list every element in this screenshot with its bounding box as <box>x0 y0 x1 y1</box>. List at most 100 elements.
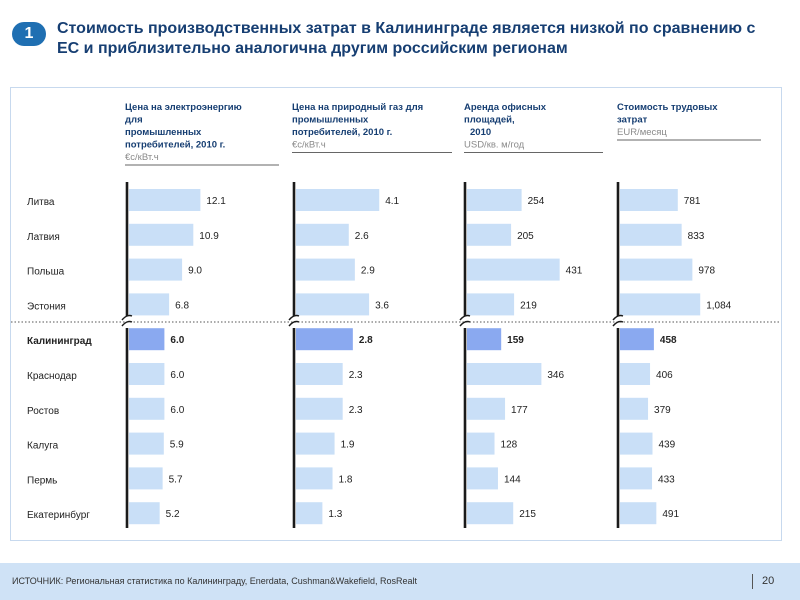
series-unit-label: €c/кВт.ч <box>292 140 326 151</box>
page-number: 20 <box>762 575 775 587</box>
bar <box>620 223 682 246</box>
cost-comparison-chart: Литва Латвия Польша Эстония Калининград Красн… <box>11 102 781 528</box>
series-title-line: Аренда офисных <box>464 102 547 113</box>
bar <box>129 293 170 316</box>
bar <box>296 293 370 316</box>
bar <box>467 293 515 316</box>
bar-value-label: 5.9 <box>170 440 184 451</box>
bar-value-label: 2.9 <box>361 266 375 277</box>
bar <box>620 293 701 316</box>
category-label: Польша <box>27 267 65 278</box>
bar <box>467 189 522 211</box>
bar <box>620 397 649 420</box>
axis-break-mark <box>459 314 471 327</box>
bar <box>620 363 651 385</box>
bar <box>620 328 654 351</box>
bar <box>296 328 353 351</box>
footer-bar: ИСТОЧНИК: Региональная статистика по Кал… <box>0 563 800 600</box>
bar-value-label: 1.3 <box>328 509 342 520</box>
bar <box>620 189 678 211</box>
bar-value-label: 6.0 <box>170 370 184 381</box>
category-label: Краснодар <box>27 371 77 382</box>
bar <box>296 258 355 281</box>
bar-value-label: 9.0 <box>188 266 202 277</box>
series-unit-label: €c/кВт.ч <box>125 152 159 163</box>
bar-value-label: 346 <box>547 370 564 381</box>
bar-value-label: 3.6 <box>375 300 389 311</box>
bar-value-label: 12.1 <box>206 196 226 207</box>
bar <box>296 189 380 211</box>
bar <box>296 467 333 490</box>
bar <box>296 223 349 246</box>
bar-value-label: 215 <box>519 509 536 520</box>
category-label: Латвия <box>27 232 60 243</box>
bar-value-label: 177 <box>511 405 528 416</box>
bar-value-label: 5.2 <box>166 509 180 520</box>
bar <box>620 432 653 455</box>
bar-value-label: 2.6 <box>355 231 369 242</box>
bar-value-label: 6.0 <box>170 405 184 416</box>
axis-break-mark <box>121 314 133 327</box>
footer-divider <box>752 574 753 589</box>
bar-value-label: 379 <box>654 405 671 416</box>
bar-value-label: 2.3 <box>349 405 363 416</box>
category-label: Ростов <box>27 406 59 417</box>
bar <box>129 432 164 455</box>
bar-value-label: 978 <box>698 266 715 277</box>
bar-value-label: 5.7 <box>169 474 183 485</box>
bar-value-label: 6.8 <box>175 300 189 311</box>
bar-value-label: 491 <box>662 509 679 520</box>
bar-value-label: 433 <box>658 474 675 485</box>
bar-value-label: 159 <box>507 335 524 346</box>
bar <box>296 363 343 385</box>
source-note: ИСТОЧНИК: Региональная статистика по Кал… <box>12 576 418 586</box>
bar-value-label: 128 <box>501 440 518 451</box>
bar <box>467 258 560 281</box>
bar-value-label: 1.9 <box>341 440 355 451</box>
bar-value-label: 2.3 <box>349 370 363 381</box>
bar-value-label: 6.0 <box>170 335 184 346</box>
series-title-line: промышленных <box>125 127 202 138</box>
bar <box>129 189 201 211</box>
bar-value-label: 1.8 <box>339 474 353 485</box>
series-title-line: промышленных <box>292 115 369 126</box>
axis-break-mark <box>288 314 300 327</box>
section-number-badge: 1 <box>12 22 46 46</box>
bar <box>467 328 502 351</box>
bar <box>296 397 343 420</box>
bar-value-label: 2.8 <box>359 335 373 346</box>
category-label: Екатеринбург <box>27 509 90 521</box>
bar <box>620 258 693 281</box>
series-title-line: потребителей, 2010 г. <box>125 140 225 151</box>
bar <box>620 502 657 525</box>
bar <box>467 502 514 525</box>
bar <box>129 502 160 525</box>
bar-value-label: 431 <box>566 266 583 277</box>
category-label: Калининград <box>27 336 92 347</box>
bar <box>129 258 183 281</box>
bar-value-label: 458 <box>660 335 677 346</box>
series-title-line: для <box>125 115 143 126</box>
bar <box>467 363 542 385</box>
series-title-line: 2010 <box>470 127 491 138</box>
axis-break-mark <box>612 314 624 327</box>
bar-value-label: 833 <box>688 231 705 242</box>
bar-value-label: 10.9 <box>199 231 219 242</box>
bar-value-label: 144 <box>504 474 521 485</box>
bar <box>129 467 163 490</box>
series-title-line: Цена на электроэнергию <box>125 102 242 113</box>
bar <box>129 397 165 420</box>
series-unit-label: USD/кв. м/год <box>464 140 525 151</box>
bar <box>467 397 506 420</box>
bar-value-label: 439 <box>658 440 675 451</box>
bar <box>467 432 495 455</box>
series-title-line: Цена на природный газ для <box>292 102 423 113</box>
bar <box>129 328 165 351</box>
bar <box>296 502 323 525</box>
series-title-line: затрат <box>617 115 648 126</box>
bar-value-label: 1,084 <box>706 300 731 311</box>
bar-value-label: 254 <box>528 196 545 207</box>
bar-value-label: 781 <box>684 196 701 207</box>
category-label: Эстония <box>27 301 66 312</box>
series-title-line: площадей, <box>464 115 515 126</box>
